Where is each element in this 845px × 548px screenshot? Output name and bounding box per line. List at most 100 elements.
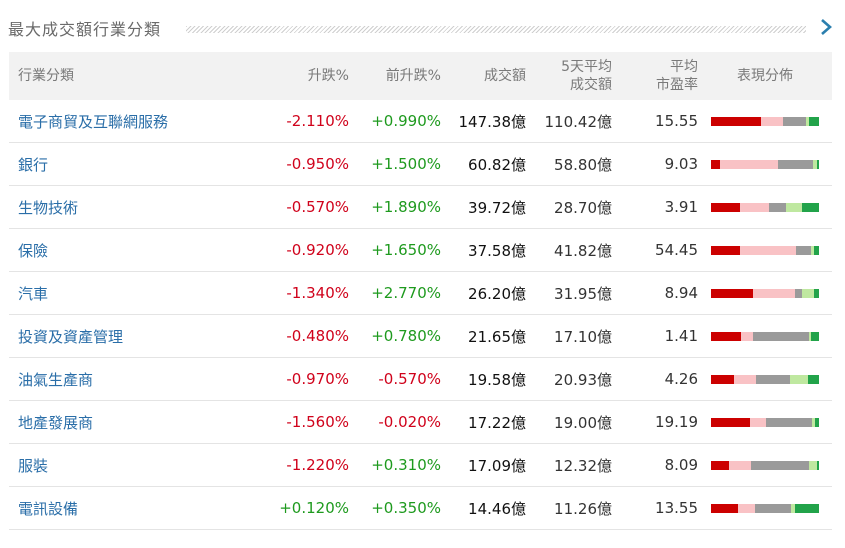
- distribution-segment: [720, 159, 779, 169]
- change-value: -1.340%: [271, 271, 349, 315]
- industry-link[interactable]: 服裝: [9, 443, 271, 487]
- avg5-turnover-value: 19.00億: [526, 400, 612, 444]
- distribution-segment: [711, 288, 754, 298]
- distribution-segment: [808, 374, 819, 384]
- distribution-segment: [783, 116, 807, 126]
- avg5-turnover-value: 17.10億: [526, 314, 612, 358]
- distribution-segment: [790, 503, 796, 513]
- distribution-cell: [698, 443, 832, 487]
- header-avg5-line1: 5天平均: [561, 59, 612, 75]
- change-value: -1.560%: [271, 400, 349, 444]
- distribution-segment: [809, 331, 812, 341]
- distribution-cell: [698, 271, 832, 315]
- distribution-segment: [801, 288, 814, 298]
- table-row[interactable]: 地產發展商 -1.560% -0.020% 17.22億 19.00億 19.19: [9, 400, 832, 444]
- table-row[interactable]: 保險 -0.920% +1.650% 37.58億 41.82億 54.45: [9, 228, 832, 272]
- panel-header: 最大成交額行業分類: [0, 14, 845, 42]
- distribution-segment: [812, 159, 817, 169]
- industry-table: 行業分類 升跌% 前升跌% 成交額 5天平均 成交額 平均 市盈率 表現分佈 電…: [9, 52, 832, 530]
- industry-link[interactable]: 投資及資產管理: [9, 314, 271, 358]
- distribution-segment: [740, 245, 797, 255]
- avg-pe-value: 54.45: [612, 228, 698, 272]
- distribution-segment: [711, 202, 741, 212]
- turnover-value: 17.22億: [441, 400, 526, 444]
- table-row[interactable]: 電訊設備 +0.120% +0.350% 14.46億 11.26億 13.55: [9, 486, 832, 530]
- industry-link[interactable]: 油氣生產商: [9, 357, 271, 401]
- table-row[interactable]: 投資及資產管理 -0.480% +0.780% 21.65億 17.10億 1.41: [9, 314, 832, 358]
- next-arrow-icon[interactable]: [819, 18, 833, 36]
- prev-change-value: +0.990%: [349, 100, 441, 143]
- avg-pe-value: 4.26: [612, 357, 698, 401]
- table-row[interactable]: 服裝 -1.220% +0.310% 17.09億 12.32億 8.09: [9, 443, 832, 487]
- header-pe-line1: 平均: [670, 59, 698, 75]
- table-header-row: 行業分類 升跌% 前升跌% 成交額 5天平均 成交額 平均 市盈率 表現分佈: [9, 52, 832, 100]
- distribution-bar: [711, 116, 819, 126]
- distribution-segment: [753, 288, 796, 298]
- distribution-segment: [749, 417, 766, 427]
- distribution-segment: [811, 331, 819, 341]
- avg-pe-value: 9.03: [612, 142, 698, 186]
- turnover-value: 21.65億: [441, 314, 526, 358]
- distribution-segment: [753, 331, 810, 341]
- industry-link[interactable]: 保險: [9, 228, 271, 272]
- distribution-segment: [809, 460, 817, 470]
- distribution-bar: [711, 159, 819, 169]
- distribution-cell: [698, 486, 832, 530]
- industry-link[interactable]: 電子商貿及互聯網服務: [9, 100, 271, 143]
- industry-link[interactable]: 銀行: [9, 142, 271, 186]
- distribution-segment: [711, 331, 742, 341]
- distribution-bar: [711, 245, 819, 255]
- table-row[interactable]: 電子商貿及互聯網服務 -2.110% +0.990% 147.38億 110.42億 15…: [9, 100, 832, 143]
- industry-link[interactable]: 生物技術: [9, 185, 271, 229]
- change-value: -1.220%: [271, 443, 349, 487]
- header-turnover[interactable]: 成交額: [484, 68, 526, 84]
- distribution-segment: [816, 159, 819, 169]
- distribution-bar: [711, 331, 819, 341]
- turnover-value: 17.09億: [441, 443, 526, 487]
- avg-pe-value: 1.41: [612, 314, 698, 358]
- header-prev-change[interactable]: 前升跌%: [385, 68, 441, 84]
- turnover-value: 39.72億: [441, 185, 526, 229]
- header-avg-pe[interactable]: 平均 市盈率: [612, 52, 698, 100]
- avg5-turnover-value: 28.70億: [526, 185, 612, 229]
- avg5-turnover-value: 41.82億: [526, 228, 612, 272]
- header-pe-line2: 市盈率: [656, 77, 698, 93]
- turnover-value: 14.46億: [441, 486, 526, 530]
- industry-link[interactable]: 汽車: [9, 271, 271, 315]
- distribution-segment: [738, 503, 756, 513]
- distribution-segment: [814, 417, 819, 427]
- change-value: -2.110%: [271, 100, 349, 143]
- distribution-segment: [795, 288, 802, 298]
- industry-link[interactable]: 地產發展商: [9, 400, 271, 444]
- change-value: -0.920%: [271, 228, 349, 272]
- prev-change-value: +1.500%: [349, 142, 441, 186]
- table-row[interactable]: 銀行 -0.950% +1.500% 60.82億 58.80億 9.03: [9, 142, 832, 186]
- distribution-cell: [698, 100, 832, 143]
- industry-link[interactable]: 電訊設備: [9, 486, 271, 530]
- turnover-value: 37.58億: [441, 228, 526, 272]
- avg-pe-value: 8.09: [612, 443, 698, 487]
- avg-pe-value: 19.19: [612, 400, 698, 444]
- distribution-segment: [711, 460, 730, 470]
- distribution-bar: [711, 202, 819, 212]
- prev-change-value: +1.890%: [349, 185, 441, 229]
- distribution-cell: [698, 228, 832, 272]
- turnover-value: 19.58億: [441, 357, 526, 401]
- distribution-segment: [756, 374, 790, 384]
- distribution-segment: [760, 116, 784, 126]
- table-row[interactable]: 生物技術 -0.570% +1.890% 39.72億 28.70億 3.91: [9, 185, 832, 229]
- distribution-segment: [740, 202, 770, 212]
- distribution-segment: [806, 116, 810, 126]
- prev-change-value: +2.770%: [349, 271, 441, 315]
- header-change[interactable]: 升跌%: [307, 68, 349, 84]
- prev-change-value: +0.350%: [349, 486, 441, 530]
- change-value: -0.480%: [271, 314, 349, 358]
- turnover-value: 147.38億: [441, 100, 526, 143]
- header-avg5-turnover[interactable]: 5天平均 成交額: [526, 52, 612, 100]
- distribution-segment: [711, 374, 734, 384]
- distribution-cell: [698, 357, 832, 401]
- distribution-cell: [698, 142, 832, 186]
- avg5-turnover-value: 31.95億: [526, 271, 612, 315]
- table-row[interactable]: 汽車 -1.340% +2.770% 26.20億 31.95億 8.94: [9, 271, 832, 315]
- table-row[interactable]: 油氣生產商 -0.970% -0.570% 19.58億 20.93億 4.26: [9, 357, 832, 401]
